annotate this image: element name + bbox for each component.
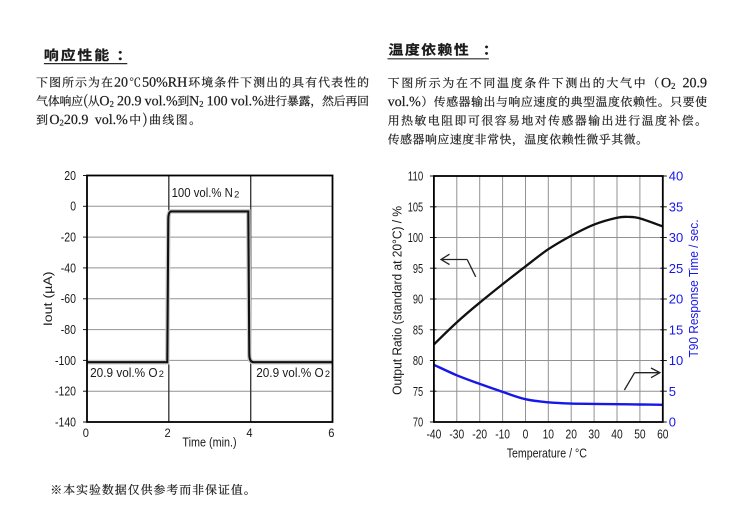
svg-text:Iout (µA): Iout (µA) bbox=[41, 271, 55, 326]
svg-text:20.9 vol.% O: 20.9 vol.% O bbox=[256, 365, 324, 380]
svg-text:105: 105 bbox=[408, 199, 423, 214]
svg-text:-60: -60 bbox=[61, 291, 76, 306]
svg-text:70: 70 bbox=[413, 415, 423, 430]
svg-text:5: 5 bbox=[669, 384, 676, 399]
svg-text:90: 90 bbox=[413, 292, 423, 307]
svg-text:0: 0 bbox=[83, 426, 89, 440]
svg-text:100 vol.% N: 100 vol.% N bbox=[172, 185, 233, 200]
svg-text:30: 30 bbox=[588, 427, 599, 442]
svg-text:20: 20 bbox=[669, 292, 683, 307]
svg-text:40: 40 bbox=[669, 169, 683, 184]
svg-text:80: 80 bbox=[413, 353, 423, 368]
svg-text:100: 100 bbox=[408, 230, 423, 245]
svg-text:-40: -40 bbox=[427, 427, 442, 442]
svg-text:-20: -20 bbox=[61, 230, 76, 245]
svg-text:T90 Response Time / sec.: T90 Response Time / sec. bbox=[686, 219, 701, 357]
svg-text:40: 40 bbox=[611, 427, 622, 442]
svg-text:2: 2 bbox=[325, 369, 330, 379]
svg-text:Temperature / °C: Temperature / °C bbox=[507, 445, 587, 460]
svg-text:25: 25 bbox=[669, 261, 683, 276]
svg-text:85: 85 bbox=[413, 322, 423, 337]
svg-text:20: 20 bbox=[566, 427, 577, 442]
svg-text:-20: -20 bbox=[472, 427, 487, 442]
svg-text:6: 6 bbox=[328, 426, 334, 440]
svg-text:110: 110 bbox=[408, 169, 423, 184]
svg-text:-40: -40 bbox=[61, 260, 76, 275]
svg-text:0: 0 bbox=[70, 199, 76, 214]
svg-text:-30: -30 bbox=[449, 427, 464, 442]
svg-text:10: 10 bbox=[543, 427, 554, 442]
svg-text:75: 75 bbox=[413, 384, 423, 399]
svg-text:10: 10 bbox=[669, 353, 683, 368]
svg-text:0: 0 bbox=[523, 427, 529, 442]
svg-text:-100: -100 bbox=[55, 353, 76, 368]
svg-text:95: 95 bbox=[413, 261, 423, 276]
svg-text:0: 0 bbox=[669, 415, 676, 430]
svg-text:20: 20 bbox=[64, 168, 76, 183]
svg-text:15: 15 bbox=[669, 322, 683, 337]
svg-text:30: 30 bbox=[669, 230, 683, 245]
svg-text:35: 35 bbox=[669, 199, 683, 214]
svg-text:Time (min.): Time (min.) bbox=[182, 435, 236, 450]
svg-text:-140: -140 bbox=[55, 414, 76, 429]
svg-text:-10: -10 bbox=[495, 427, 510, 442]
svg-text:20.9 vol.% O: 20.9 vol.% O bbox=[90, 365, 158, 380]
svg-text:50: 50 bbox=[634, 427, 645, 442]
svg-text:2: 2 bbox=[234, 189, 239, 199]
svg-text:60: 60 bbox=[657, 427, 668, 442]
svg-text:-80: -80 bbox=[61, 322, 76, 337]
svg-text:4: 4 bbox=[246, 426, 252, 440]
svg-text:-120: -120 bbox=[55, 384, 76, 399]
svg-text:2: 2 bbox=[159, 369, 164, 379]
svg-text:2: 2 bbox=[165, 426, 171, 440]
svg-text:Output Ratio (standard at 20°C: Output Ratio (standard at 20°C) / % bbox=[390, 206, 404, 395]
